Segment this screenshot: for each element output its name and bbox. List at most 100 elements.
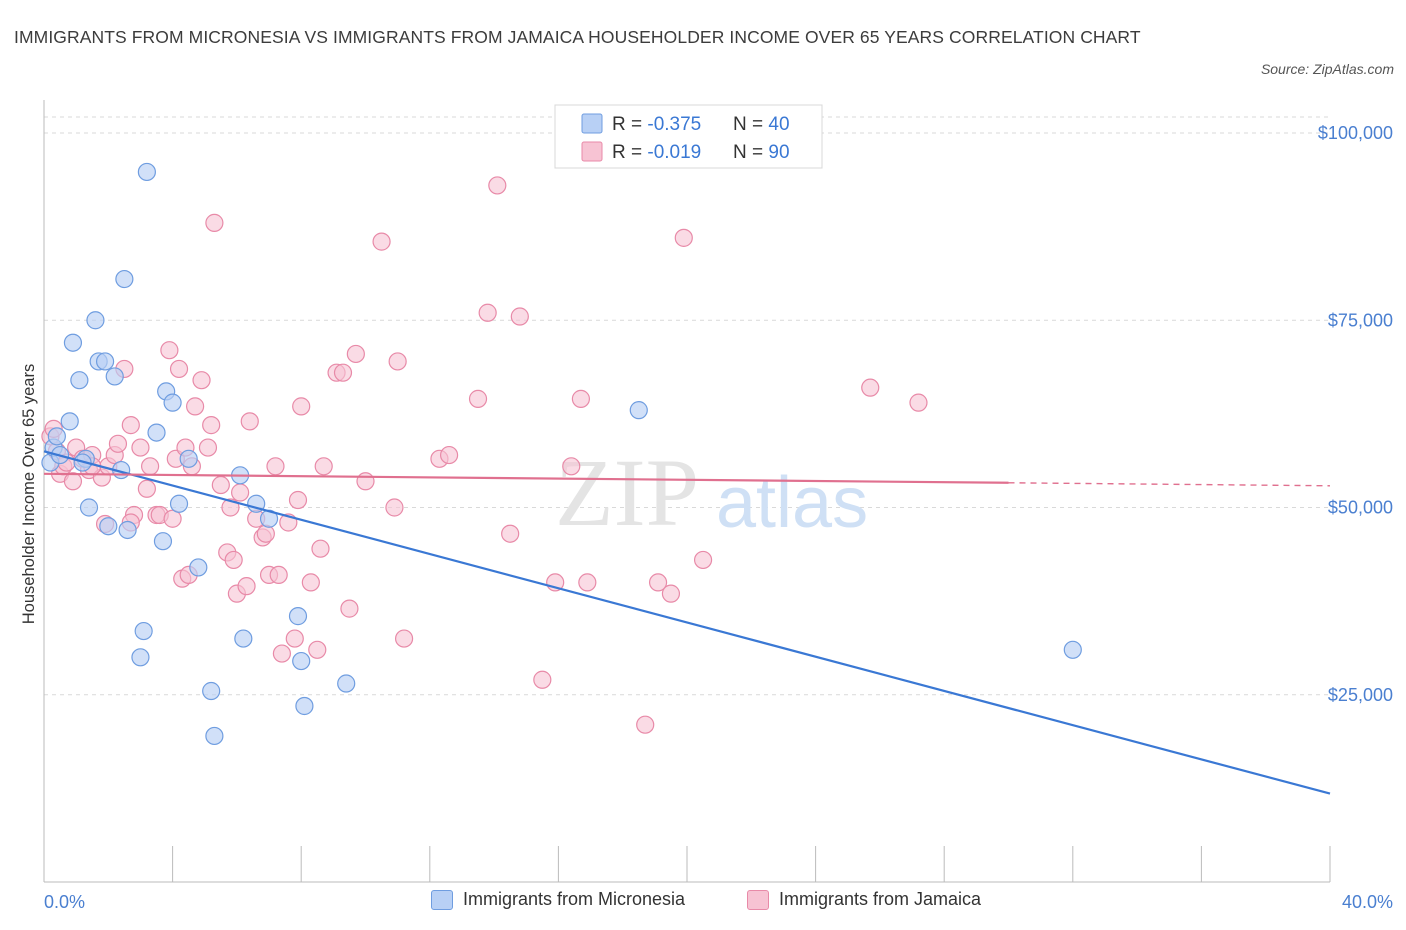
jamaica-point-56 (308, 640, 327, 659)
jamaica-point-20 (137, 479, 156, 498)
jamaica-point-17 (121, 416, 140, 435)
micronesia-point-14 (115, 269, 134, 289)
jamaica-point-42 (237, 577, 256, 596)
watermark: ZIP atlas (555, 439, 868, 546)
jamaica-point-80 (636, 715, 655, 734)
micronesia-point-5 (70, 371, 89, 390)
jamaica-point-39 (224, 550, 243, 570)
legend-swatch-micronesia-bottom (431, 889, 453, 910)
jamaica-point-35 (205, 213, 224, 232)
jamaica-trend-line (43, 472, 1009, 484)
micronesia-point-2 (47, 427, 66, 446)
jamaica-point-67 (394, 629, 414, 648)
jamaica-point-55 (301, 573, 320, 592)
legend-micronesia-n-value: 40 (768, 114, 789, 135)
correlation-legend: R = -0.375 N = 40 R = -0.019 N = 90 (554, 104, 823, 169)
watermark-zip: ZIP (555, 439, 699, 546)
legend-micronesia-r-label: R = (612, 114, 647, 135)
jamaica-point-75 (533, 670, 552, 689)
jamaica-point-21 (140, 457, 160, 476)
micronesia-point-11 (99, 517, 118, 536)
axes (43, 100, 1331, 883)
legend-jamaica-r-value: -0.019 (647, 142, 701, 163)
jamaica-point-46 (256, 524, 275, 543)
jamaica-point-71 (478, 303, 497, 322)
jamaica-point-64 (372, 232, 391, 251)
jamaica-point-36 (211, 475, 230, 495)
jamaica-point-79 (571, 389, 591, 408)
micronesia-point-15 (118, 520, 137, 540)
jamaica-points (41, 176, 928, 734)
micronesia-point-33 (292, 651, 311, 671)
jamaica-point-65 (385, 498, 404, 517)
jamaica-point-50 (272, 644, 292, 663)
jamaica-point-85 (861, 378, 880, 397)
legend-item-jamaica: Immigrants from Jamaica (747, 889, 981, 910)
micronesia-point-17 (134, 621, 153, 641)
micronesia-point-10 (95, 352, 115, 371)
trend-lines (43, 450, 1331, 795)
micronesia-point-16 (131, 648, 150, 667)
micronesia-point-22 (163, 393, 182, 412)
x-tick-label-max: 40.0% (1342, 892, 1393, 912)
micronesia-point-27 (205, 726, 224, 746)
micronesia-point-4 (63, 333, 83, 352)
x-tick-label-min: 0.0% (44, 892, 85, 912)
legend-swatch-jamaica (581, 141, 603, 162)
micronesia-point-26 (202, 681, 221, 701)
jamaica-point-86 (909, 393, 928, 412)
legend-micronesia-r-value: -0.375 (647, 114, 701, 135)
micronesia-point-23 (169, 494, 189, 513)
svg-text:R = -0.375: R = -0.375 (612, 114, 701, 135)
jamaica-point-81 (648, 573, 668, 592)
legend-micronesia-n-label: N = (733, 114, 768, 135)
jamaica-point-48 (266, 457, 285, 476)
jamaica-point-62 (346, 344, 365, 364)
y-axis-label: Householder Income Over 65 years (20, 364, 38, 624)
jamaica-point-52 (285, 629, 304, 648)
jamaica-point-89 (163, 509, 182, 528)
series-legend: Immigrants from Micronesia Immigrants fr… (0, 889, 1406, 917)
watermark-atlas: atlas (716, 463, 868, 543)
chart-title: IMMIGRANTS FROM MICRONESIA VS IMMIGRANTS… (14, 27, 1141, 47)
jamaica-point-34 (202, 416, 221, 435)
jamaica-point-38 (221, 498, 240, 517)
jamaica-point-84 (693, 550, 713, 570)
micronesia-point-36 (629, 401, 648, 420)
jamaica-point-41 (231, 483, 250, 502)
micronesia-point-32 (288, 607, 308, 626)
jamaica-point-77 (562, 457, 581, 476)
jamaica-point-60 (333, 363, 353, 382)
jamaica-point-31 (186, 397, 205, 416)
legend-jamaica-n-value: 90 (768, 142, 789, 163)
jamaica-point-57 (311, 539, 330, 558)
jamaica-point-26 (169, 359, 189, 379)
jamaica-trend-line-extension (1008, 482, 1331, 487)
legend-jamaica-n-label: N = (733, 142, 768, 163)
jamaica-point-53 (288, 490, 308, 510)
micronesia-point-20 (153, 532, 173, 551)
jamaica-point-54 (292, 397, 311, 416)
grid-lines (44, 116, 1330, 696)
jamaica-point-61 (340, 599, 359, 618)
jamaica-point-6 (63, 472, 83, 491)
jamaica-point-43 (240, 412, 259, 431)
micronesia-point-34 (295, 696, 314, 716)
jamaica-point-58 (314, 457, 333, 476)
jamaica-point-49 (269, 565, 288, 585)
legend-swatch-jamaica-bottom (747, 889, 769, 910)
legend-label-jamaica: Immigrants from Jamaica (779, 889, 982, 909)
micronesia-point-12 (105, 367, 124, 386)
jamaica-point-72 (488, 176, 507, 195)
micronesia-point-7 (79, 498, 99, 517)
micronesia-point-25 (189, 558, 208, 577)
svg-text:N = 40: N = 40 (733, 114, 790, 135)
micronesia-point-3 (60, 412, 79, 431)
micronesia-point-18 (137, 162, 156, 182)
jamaica-point-15 (108, 434, 128, 453)
micronesia-point-29 (234, 629, 253, 648)
jamaica-point-74 (510, 307, 529, 326)
jamaica-point-63 (356, 472, 375, 491)
micronesia-point-24 (179, 449, 198, 468)
